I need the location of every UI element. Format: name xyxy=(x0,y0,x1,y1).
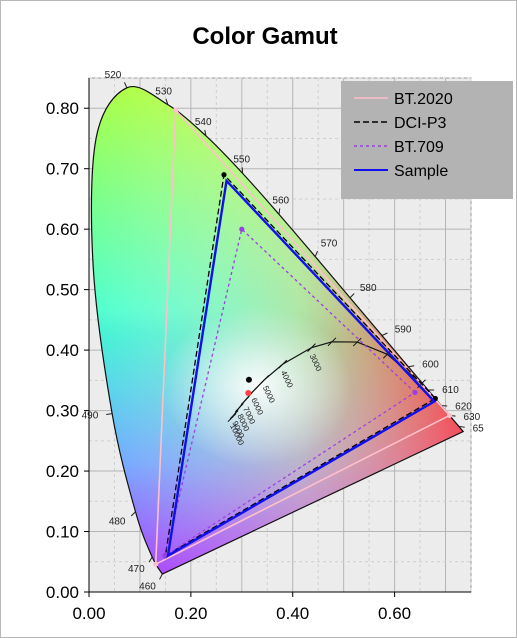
wavelength-label: 520 xyxy=(105,70,122,81)
wavelength-label: 490 xyxy=(82,411,99,422)
wavelength-label: 590 xyxy=(395,325,412,336)
wavelength-label: 570 xyxy=(321,239,338,250)
y-tick-label: 0.40 xyxy=(46,341,79,360)
wavelength-tick xyxy=(381,332,388,336)
y-tick-label: 0.10 xyxy=(46,523,79,542)
legend-label: Sample xyxy=(394,163,448,180)
cct-tick xyxy=(234,403,244,413)
y-tick-label: 0.70 xyxy=(46,160,79,179)
wavelength-tick xyxy=(349,293,355,299)
wavelength-label: 620 xyxy=(455,402,472,413)
wavelength-label: 560 xyxy=(272,195,289,206)
wavelength-label: 65 xyxy=(473,424,485,435)
x-tick-label: 0.00 xyxy=(72,604,105,623)
x-tick-label: 0.40 xyxy=(276,604,309,623)
watermark: SMYZ.NET xyxy=(423,619,484,633)
wavelength-label: 480 xyxy=(109,517,126,528)
cct-tick xyxy=(382,349,392,359)
chart-title: Color Gamut xyxy=(192,23,337,50)
cct-tick xyxy=(260,375,270,384)
wavelength-label: 630 xyxy=(463,412,480,423)
y-tick-label: 0.00 xyxy=(46,583,79,602)
wavelength-labels: 460 470 480 490 520 530 540 550 560 570 580 590 600 6… xyxy=(82,70,485,593)
wavelength-tick xyxy=(204,129,207,136)
wavelength-label: 540 xyxy=(195,117,212,128)
gamut-bt-2020 xyxy=(154,108,451,566)
legend: BT.2020 DCI-P3 BT.709 Sample xyxy=(341,81,513,199)
wavelength-tick xyxy=(278,208,281,215)
y-tick-label: 0.30 xyxy=(46,402,79,421)
white-point-marker xyxy=(245,376,252,383)
wavelength-tick xyxy=(148,556,153,563)
wavelength-label: 550 xyxy=(233,154,250,165)
gamut-vertex xyxy=(172,107,179,113)
gamut-sample xyxy=(166,178,437,559)
gamut-vertex xyxy=(447,412,453,419)
wavelength-tick xyxy=(458,425,465,428)
wavelength-label: 610 xyxy=(442,385,459,396)
wavelength-tick xyxy=(408,365,415,368)
cct-tick xyxy=(352,337,362,347)
legend-label: BT.709 xyxy=(394,139,444,156)
legend-label: DCI-P3 xyxy=(394,115,447,132)
gamut-vertex xyxy=(153,561,159,567)
wavelength-label: 530 xyxy=(155,86,172,97)
cct-tick xyxy=(307,343,316,352)
wavelength-tick xyxy=(314,250,319,257)
white-point-marker xyxy=(245,390,252,397)
wavelength-tick xyxy=(106,413,113,415)
wavelength-label: 580 xyxy=(360,283,377,294)
legend-box xyxy=(341,81,513,199)
wavelength-label: 470 xyxy=(128,564,145,575)
wavelength-label: 600 xyxy=(422,359,439,370)
cct-tick xyxy=(278,359,288,369)
gamut-vertex xyxy=(412,389,418,396)
cct-tick xyxy=(227,413,237,422)
axes: 0.00 0.20 0.40 0.60 0.00 0.10 0.20 0.30 0.40 0.50… xyxy=(46,78,471,623)
x-tick-label: 0.20 xyxy=(174,604,207,623)
cct-tick xyxy=(327,337,337,347)
y-tick-label: 0.80 xyxy=(46,99,79,118)
wavelength-tick xyxy=(130,511,136,517)
gamut-vertex xyxy=(221,172,227,178)
gamut-triangles xyxy=(153,107,453,567)
x-tick-label: 0.60 xyxy=(378,604,411,623)
gamut-dci-p3 xyxy=(164,173,437,557)
wavelength-tick xyxy=(159,573,163,580)
y-tick-label: 0.60 xyxy=(46,220,79,239)
y-tick-label: 0.50 xyxy=(46,281,79,300)
wavelength-tick xyxy=(165,98,169,105)
cct-tick xyxy=(240,396,250,405)
wavelength-label: 460 xyxy=(139,581,156,592)
cct-tick xyxy=(229,410,239,420)
gamut-bt-709 xyxy=(164,227,417,558)
wavelength-tick xyxy=(124,82,128,88)
gamut-vertex xyxy=(239,226,245,232)
y-tick-label: 0.20 xyxy=(46,462,79,481)
legend-label: BT.2020 xyxy=(394,91,453,108)
